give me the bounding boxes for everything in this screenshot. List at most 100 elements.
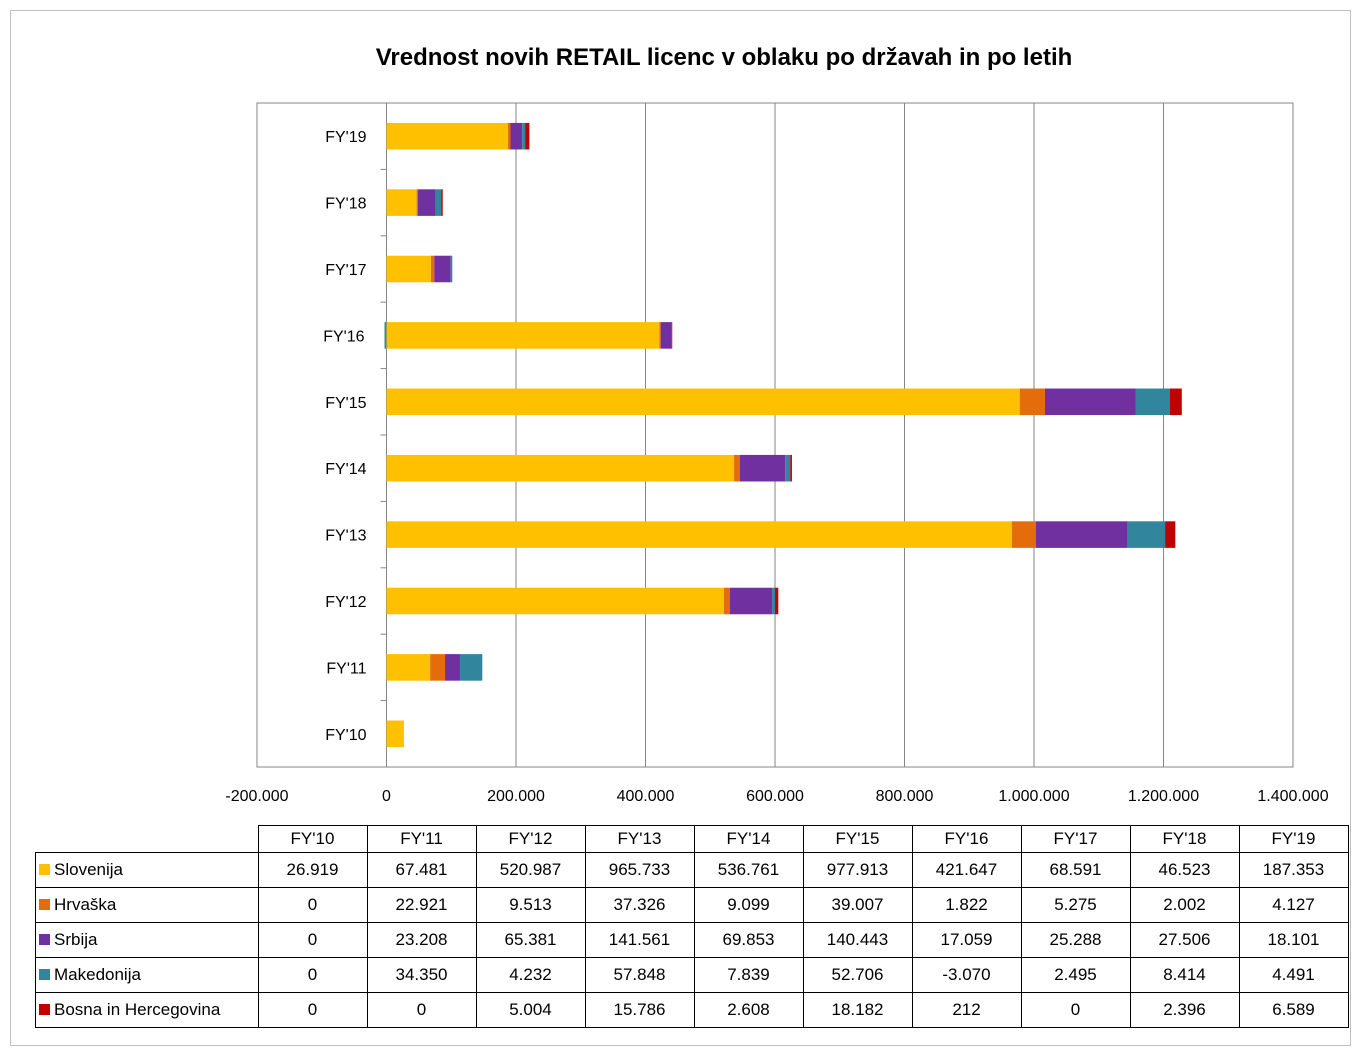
bar-segment	[460, 654, 483, 681]
table-cell: 37.326	[584, 887, 695, 923]
x-tick-label: 1.400.000	[1257, 788, 1328, 805]
bar-segment	[785, 454, 791, 482]
table-cell: 0	[257, 922, 368, 958]
legend-key	[39, 934, 50, 946]
legend-entry: Srbija	[35, 922, 259, 958]
y-tick-label: FY'12	[325, 594, 366, 611]
table-header-cell: FY'10	[257, 825, 368, 853]
table-cell: 25.288	[1020, 922, 1131, 958]
table-cell: 15.786	[584, 992, 695, 1028]
table-cell: 65.381	[475, 922, 586, 958]
legend-label: Makedonija	[54, 965, 141, 984]
table-cell: 67.481	[366, 852, 477, 888]
table-row: Hrvaška 0 22.921 9.513 37.326 9.099 39.007 1.82…	[35, 887, 1349, 923]
bar-segment	[790, 454, 792, 482]
bar-segment	[772, 587, 776, 615]
legend-label: Srbija	[54, 930, 98, 949]
table-cell: 0	[257, 957, 368, 993]
bar-segment	[1127, 521, 1166, 548]
chart-title: Vrednost novih RETAIL licenc v oblaku po…	[375, 44, 1073, 71]
bar-segment	[386, 521, 1012, 548]
bar-segment	[775, 587, 779, 615]
bar-segment	[416, 189, 418, 216]
table-row: Srbija 0 23.208 65.381 141.561 69.853 140.443 1…	[35, 922, 1349, 958]
table-cell: 68.591	[1020, 852, 1131, 888]
y-tick-label: FY'13	[325, 528, 366, 545]
bar-segment	[417, 189, 436, 216]
table-cell: 0	[366, 992, 477, 1028]
table-cell: 18.182	[802, 992, 913, 1028]
table-cell: 18.101	[1238, 922, 1349, 958]
table-cell: 141.561	[584, 922, 695, 958]
x-tick-label: 400.000	[617, 788, 675, 805]
table-cell: 23.208	[366, 922, 477, 958]
legend-entry: Hrvaška	[35, 887, 259, 923]
table-cell: 212	[911, 992, 1022, 1028]
table-cell: 34.350	[366, 957, 477, 993]
bar-segment	[434, 255, 451, 283]
bar-segment	[430, 255, 435, 283]
table-cell: 2.495	[1020, 957, 1131, 993]
bar-segment	[445, 654, 461, 681]
table-cell: 7.839	[693, 957, 804, 993]
legend-key	[39, 1004, 50, 1016]
y-tick-label: FY'17	[325, 262, 366, 279]
bar-segment	[386, 720, 404, 748]
bar-segment	[522, 122, 526, 150]
table-cell: 9.513	[475, 887, 586, 923]
table-cell: 22.921	[366, 887, 477, 923]
x-tick-label: 200.000	[487, 788, 545, 805]
table-cell: 46.523	[1129, 852, 1240, 888]
bar-segment	[386, 587, 724, 615]
table-cell: 39.007	[802, 887, 913, 923]
bar-segment	[1044, 388, 1136, 416]
y-tick-label: FY'16	[323, 328, 364, 345]
bar-segment	[1165, 521, 1176, 548]
x-tick-label: 600.000	[746, 788, 804, 805]
table-header-cell: FY'16	[911, 825, 1022, 853]
table-header-cell: FY'18	[1129, 825, 1240, 853]
legend-label: Slovenija	[54, 860, 123, 879]
bar-segment	[734, 454, 740, 482]
table-cell: 27.506	[1129, 922, 1240, 958]
table-cell: 4.491	[1238, 957, 1349, 993]
bar-segment	[1170, 388, 1182, 416]
plot-area-border	[256, 102, 1294, 768]
y-tick-label: FY'19	[325, 129, 366, 146]
table-cell: 4.232	[475, 957, 586, 993]
bar-segment	[1019, 388, 1045, 416]
y-tick-label: FY'10	[325, 727, 366, 744]
bar-segment	[450, 255, 453, 283]
table-cell: 536.761	[693, 852, 804, 888]
table-cell: 421.647	[911, 852, 1022, 888]
table-row: Bosna in Hercegovina 0 0 5.004 15.786 2.608 18…	[35, 992, 1349, 1028]
bar-segment	[386, 654, 431, 681]
bar-segment	[386, 322, 660, 349]
y-tick-label: FY'11	[326, 660, 366, 677]
legend-key	[39, 969, 50, 981]
bar-segment	[1035, 521, 1128, 548]
table-cell: 4.127	[1238, 887, 1349, 923]
table-cell: 9.099	[693, 887, 804, 923]
data-table: FY'10 FY'11 FY'12 FY'13 FY'14 FY'15 FY'16 FY'17…	[35, 825, 1349, 1028]
bar-segment	[1135, 388, 1171, 416]
x-tick-label: -200.000	[225, 788, 288, 805]
legend-label: Hrvaška	[54, 895, 117, 914]
chart-frame	[10, 10, 1351, 1046]
table-cell: 520.987	[475, 852, 586, 888]
legend-key	[39, 864, 50, 876]
legend-label: Bosna in Hercegovina	[54, 1000, 221, 1019]
table-header-cell: FY'19	[1238, 825, 1349, 853]
table-cell: 6.589	[1238, 992, 1349, 1028]
bar-segment	[659, 322, 661, 349]
table-cell: 17.059	[911, 922, 1022, 958]
table-cell: 26.919	[257, 852, 368, 888]
bar-segment	[386, 454, 735, 482]
bar-segment	[723, 587, 730, 615]
x-tick-label: 1.200.000	[1128, 788, 1199, 805]
bar-segment	[739, 454, 786, 482]
bar-segment	[660, 322, 672, 349]
bar-segment	[430, 654, 446, 681]
bar-segment	[507, 122, 511, 150]
legend-key	[39, 899, 50, 911]
